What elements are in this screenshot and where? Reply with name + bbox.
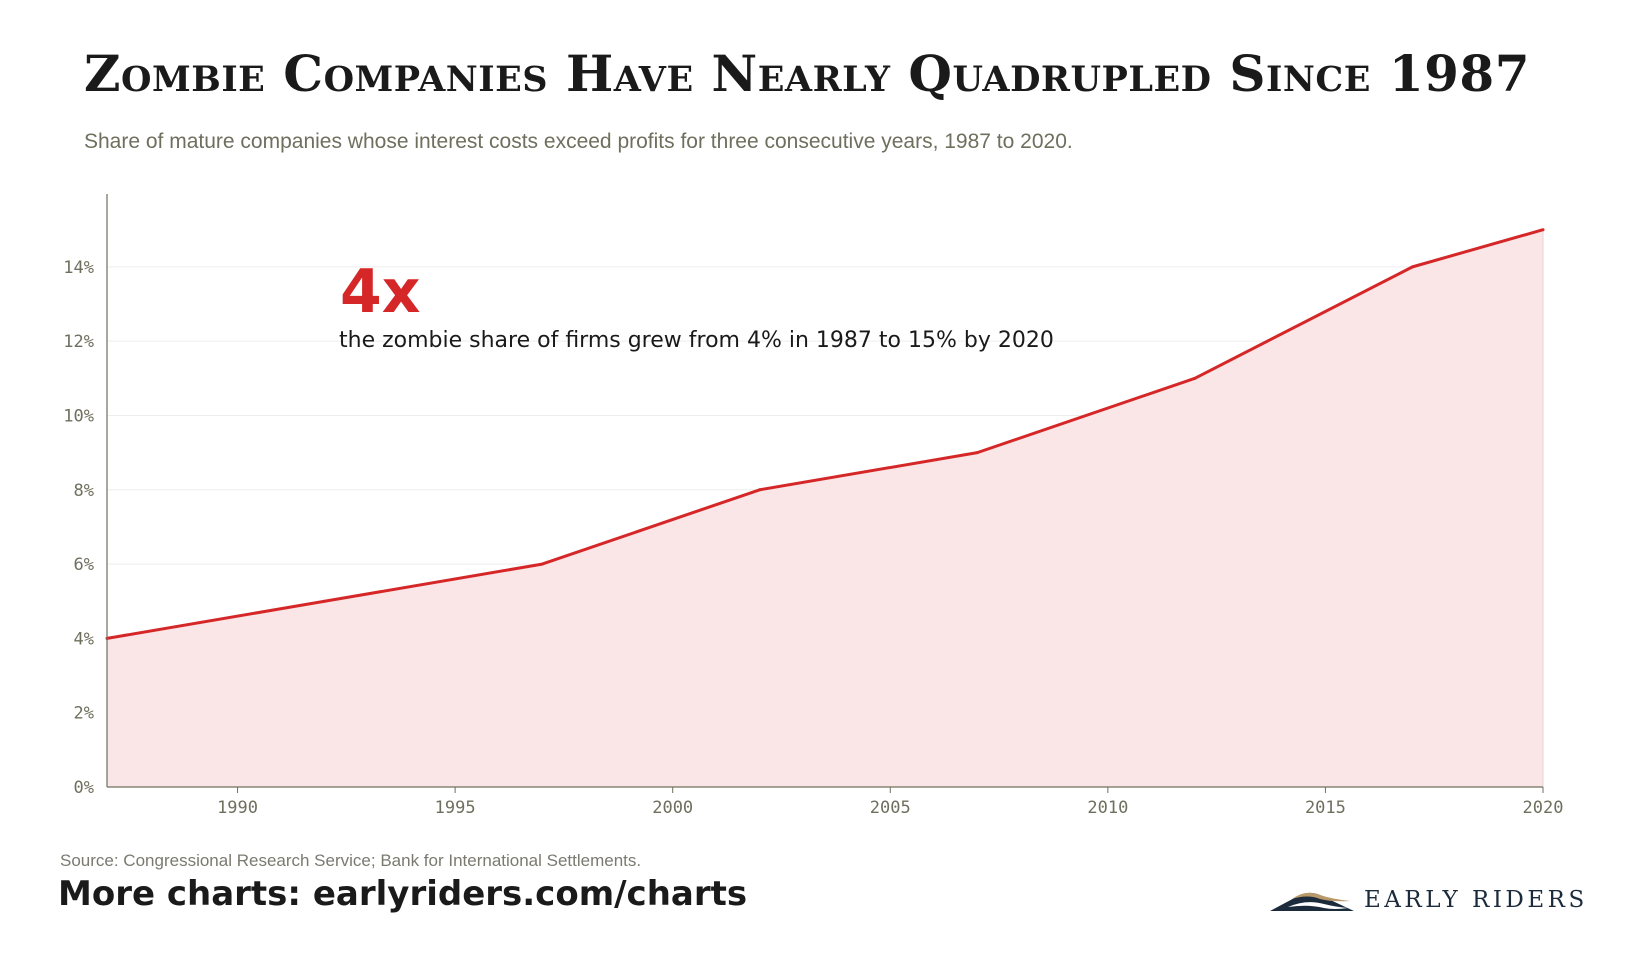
mountain-logo-icon: [1270, 892, 1354, 911]
chart-title: Zombie Companies Have Nearly Quadrupled …: [84, 44, 1530, 103]
y-tick-label: 6%: [74, 555, 94, 575]
x-tick-label: 1990: [217, 798, 258, 818]
series-area-fill: [107, 229, 1543, 787]
data-point: [540, 562, 544, 566]
y-tick-label: 0%: [74, 778, 94, 798]
data-point: [1541, 228, 1545, 232]
y-tick-label: 10%: [63, 406, 94, 426]
annotation-headline: 4x: [340, 257, 421, 327]
y-tick-label: 14%: [63, 258, 94, 278]
x-tick-label: 2010: [1087, 798, 1128, 818]
more-charts-link[interactable]: More charts: earlyriders.com/charts: [58, 874, 748, 914]
brand-name: EARLY RIDERS: [1364, 887, 1588, 913]
y-tick-label: 2%: [74, 704, 94, 724]
chart-subtitle: Share of mature companies whose interest…: [84, 130, 1073, 153]
series-line: [106, 228, 1544, 640]
data-point: [1193, 376, 1197, 380]
chart-area: 0% 2% 4% 6% 8% 10% 12% 14% 1990 1995 2000 2005 2010 2…: [63, 194, 1564, 818]
source-note: Source: Congressional Research Service; …: [60, 851, 642, 870]
x-tick-label: 2000: [652, 798, 693, 818]
y-tick-label: 4%: [74, 629, 94, 649]
brand-logo: EARLY RIDERS: [1270, 887, 1588, 913]
x-tick-label: 1995: [435, 798, 476, 818]
data-point: [758, 488, 762, 492]
data-point: [1410, 265, 1414, 269]
x-tick-label: 2005: [870, 798, 911, 818]
y-tick-label: 12%: [63, 332, 94, 352]
annotation-text: the zombie share of firms grew from 4% i…: [339, 328, 1054, 353]
data-point: [975, 451, 979, 455]
data-point: [323, 599, 327, 603]
x-tick-label: 2020: [1523, 798, 1564, 818]
x-tick-label: 2015: [1305, 798, 1346, 818]
y-tick-label: 8%: [74, 481, 94, 501]
